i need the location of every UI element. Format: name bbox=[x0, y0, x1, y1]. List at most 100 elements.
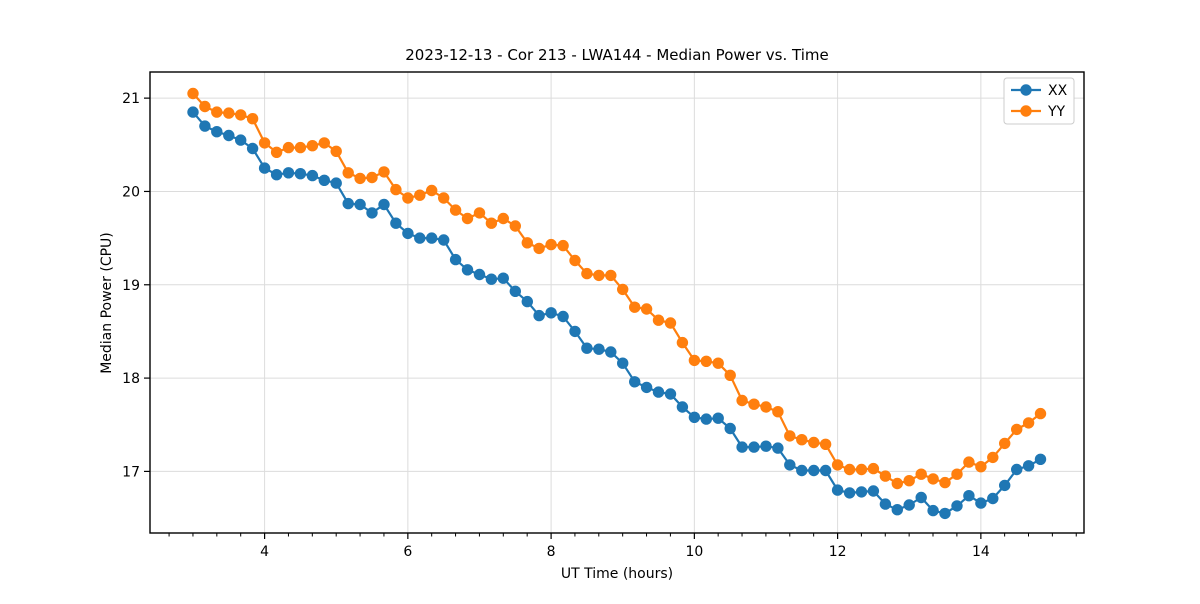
data-point-XX bbox=[497, 272, 509, 284]
data-point-XX bbox=[509, 285, 521, 297]
data-point-XX bbox=[211, 126, 223, 138]
data-point-YY bbox=[211, 106, 223, 118]
data-point-YY bbox=[867, 462, 880, 475]
data-point-YY bbox=[903, 475, 915, 487]
data-point-YY bbox=[258, 137, 271, 149]
data-point-XX bbox=[294, 168, 307, 180]
plot-frame bbox=[149, 71, 1085, 534]
data-point-XX bbox=[282, 167, 295, 179]
data-point-XX bbox=[915, 491, 927, 504]
data-point-YY bbox=[676, 336, 689, 349]
x-tick-label: 8 bbox=[547, 544, 556, 560]
data-point-YY bbox=[987, 451, 999, 464]
data-point-XX bbox=[366, 207, 378, 219]
data-point-XX bbox=[199, 120, 211, 132]
data-point-XX bbox=[819, 464, 832, 477]
data-point-XX bbox=[533, 309, 545, 322]
data-point-YY bbox=[473, 207, 486, 219]
data-point-YY bbox=[545, 238, 557, 251]
y-tick-label: 18 bbox=[122, 371, 140, 387]
data-point-YY bbox=[855, 463, 868, 476]
data-point-XX bbox=[748, 441, 760, 453]
x-tick-label: 10 bbox=[685, 544, 703, 560]
data-point-YY bbox=[497, 212, 509, 225]
data-point-XX bbox=[688, 411, 701, 423]
data-point-YY bbox=[330, 145, 342, 157]
data-point-YY bbox=[1022, 417, 1035, 429]
data-point-XX bbox=[378, 198, 390, 211]
data-point-XX bbox=[664, 388, 677, 400]
data-point-XX bbox=[306, 169, 319, 182]
data-point-YY bbox=[808, 436, 820, 449]
data-point-XX bbox=[879, 498, 892, 510]
data-point-YY bbox=[617, 283, 629, 296]
data-point-XX bbox=[438, 234, 450, 246]
data-point-XX bbox=[772, 442, 784, 454]
data-point-XX bbox=[736, 441, 748, 453]
data-point-YY bbox=[819, 438, 832, 450]
data-point-XX bbox=[999, 479, 1011, 492]
data-point-YY bbox=[963, 456, 975, 468]
series-line-XX bbox=[192, 111, 1042, 515]
data-point-YY bbox=[187, 87, 199, 100]
data-point-XX bbox=[318, 174, 330, 186]
data-point-XX bbox=[808, 464, 820, 477]
data-point-YY bbox=[581, 267, 593, 280]
data-point-YY bbox=[449, 204, 462, 216]
data-point-XX bbox=[891, 504, 903, 516]
data-point-YY bbox=[1011, 423, 1023, 436]
data-point-XX bbox=[975, 497, 987, 509]
data-point-YY bbox=[640, 303, 653, 315]
data-point-XX bbox=[1011, 463, 1023, 476]
data-point-XX bbox=[831, 484, 844, 496]
data-point-XX bbox=[652, 386, 665, 398]
data-point-XX bbox=[235, 134, 247, 146]
data-point-YY bbox=[426, 184, 438, 197]
data-point-YY bbox=[939, 476, 951, 489]
y-axis-label: Median Power (CPU) bbox=[99, 232, 115, 374]
data-point-XX bbox=[963, 490, 975, 502]
legend-label-XX: XX bbox=[1048, 83, 1068, 99]
data-point-XX bbox=[473, 268, 486, 281]
data-point-XX bbox=[270, 169, 283, 181]
data-point-YY bbox=[366, 171, 378, 184]
data-point-XX bbox=[354, 198, 366, 211]
x-tick-label: 12 bbox=[829, 544, 847, 560]
data-point-XX bbox=[461, 264, 474, 276]
data-point-YY bbox=[975, 461, 987, 473]
data-point-XX bbox=[521, 295, 533, 308]
data-point-YY bbox=[378, 166, 390, 178]
data-point-YY bbox=[772, 406, 784, 418]
data-point-YY bbox=[664, 317, 677, 329]
data-point-YY bbox=[831, 459, 844, 471]
data-point-XX bbox=[330, 177, 342, 189]
data-point-YY bbox=[246, 113, 259, 125]
data-point-YY bbox=[593, 269, 605, 282]
data-point-YY bbox=[282, 141, 295, 154]
data-point-XX bbox=[187, 106, 199, 118]
data-point-YY bbox=[652, 314, 665, 326]
data-point-XX bbox=[617, 357, 629, 369]
legend-label-YY: YY bbox=[1047, 104, 1066, 120]
x-axis-label: UT Time (hours) bbox=[561, 566, 673, 582]
data-point-YY bbox=[402, 192, 414, 204]
data-point-YY bbox=[414, 189, 426, 201]
data-point-XX bbox=[640, 381, 653, 394]
data-point-XX bbox=[402, 227, 414, 240]
data-point-YY bbox=[796, 434, 808, 446]
data-point-XX bbox=[569, 325, 581, 338]
data-point-YY bbox=[485, 217, 498, 229]
data-point-YY bbox=[438, 192, 450, 204]
data-point-XX bbox=[796, 464, 808, 477]
y-tick-label: 19 bbox=[122, 278, 140, 294]
data-point-YY bbox=[557, 239, 569, 252]
data-point-XX bbox=[426, 232, 438, 244]
data-point-YY bbox=[521, 237, 533, 249]
data-point-XX bbox=[545, 307, 557, 319]
data-point-YY bbox=[223, 107, 235, 119]
data-point-YY bbox=[760, 401, 772, 413]
data-point-XX bbox=[784, 459, 796, 471]
y-tick-label: 21 bbox=[122, 91, 140, 107]
legend-marker bbox=[1020, 105, 1032, 117]
data-point-XX bbox=[700, 413, 712, 425]
